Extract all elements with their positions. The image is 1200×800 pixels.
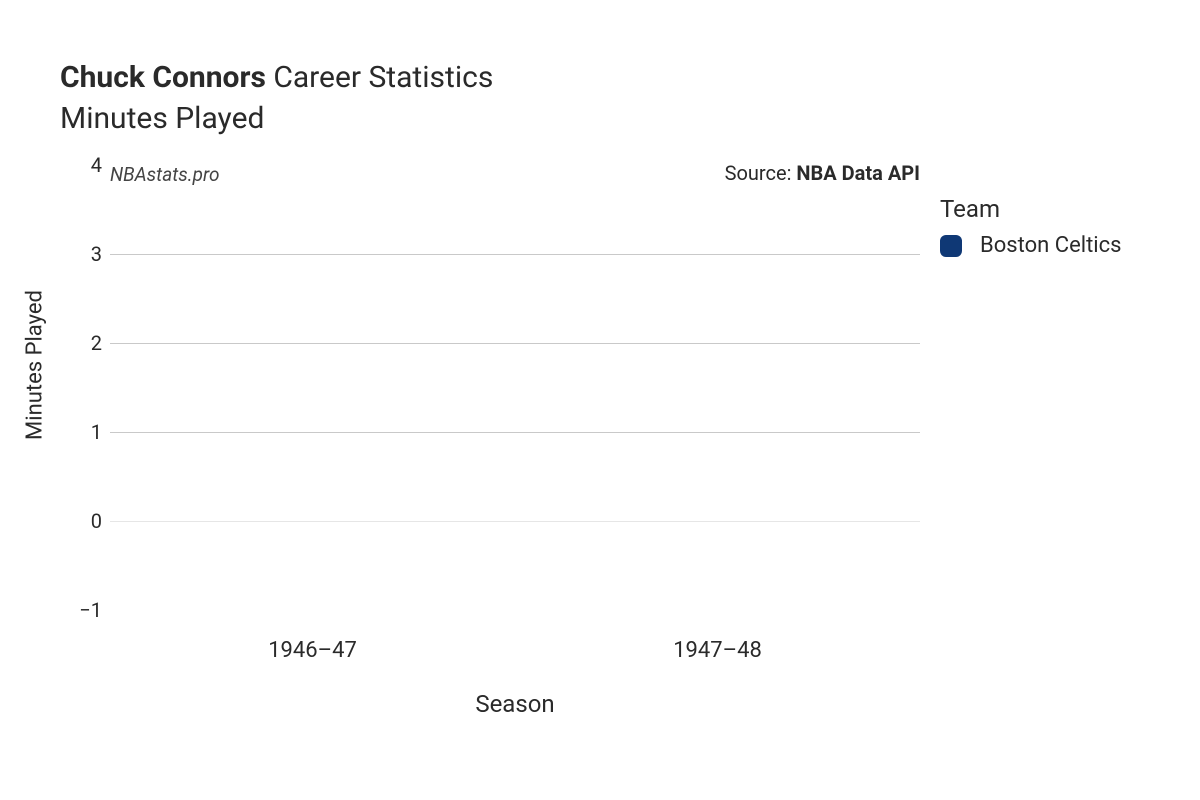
y-tick-label: −1 <box>79 598 110 622</box>
y-tick-label: 2 <box>91 331 110 355</box>
legend-items: Boston Celtics <box>940 233 1122 258</box>
gridline <box>110 432 920 433</box>
player-name: Chuck Connors <box>60 60 266 95</box>
source-attribution: Source: NBA Data API <box>725 161 920 185</box>
legend-item: Boston Celtics <box>940 233 1122 258</box>
source-name: NBA Data API <box>796 161 920 185</box>
chart-container: Chuck Connors Career Statistics Minutes … <box>0 0 1200 800</box>
y-tick-label: 3 <box>91 242 110 266</box>
gridline <box>110 343 920 344</box>
x-axis-label: Season <box>475 690 554 718</box>
gridline <box>110 254 920 255</box>
x-tick-label: 1946–47 <box>268 610 357 663</box>
source-prefix: Source: <box>725 161 797 185</box>
chart-subtitle: Minutes Played <box>60 101 493 136</box>
legend-swatch <box>940 235 962 257</box>
title-suffix: Career Statistics <box>273 60 493 95</box>
chart-title-block: Chuck Connors Career Statistics Minutes … <box>60 60 493 136</box>
chart-title: Chuck Connors Career Statistics <box>60 60 493 95</box>
x-tick-label: 1947–48 <box>673 610 762 663</box>
gridline <box>110 521 920 522</box>
legend: Team Boston Celtics <box>940 195 1122 258</box>
y-tick-label: 4 <box>91 153 110 177</box>
watermark: NBAstats.pro <box>110 163 220 186</box>
y-axis-label: Minutes Played <box>23 290 48 440</box>
legend-title: Team <box>940 195 1122 223</box>
plot-area: −1012341946–471947–48 <box>110 165 920 610</box>
legend-label: Boston Celtics <box>980 233 1122 258</box>
y-tick-label: 0 <box>91 509 110 533</box>
y-tick-label: 1 <box>91 420 110 444</box>
